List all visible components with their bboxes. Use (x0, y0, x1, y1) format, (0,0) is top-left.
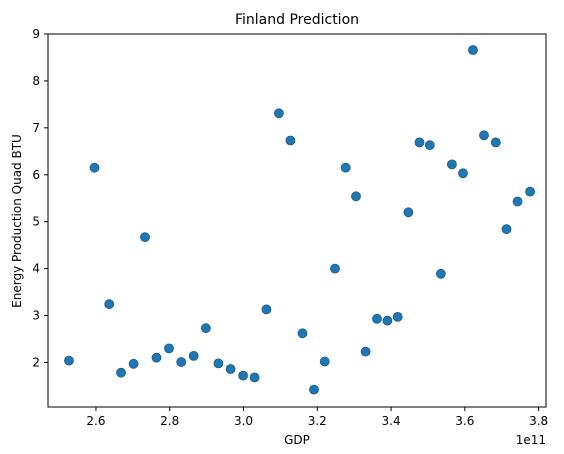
data-point-34 (458, 168, 468, 179)
data-point-36 (479, 130, 489, 141)
y-tick-label: 2 (32, 355, 40, 369)
data-point-18 (285, 135, 296, 146)
data-point-5 (128, 358, 139, 369)
data-point-19 (297, 328, 308, 339)
data-point-40 (525, 186, 535, 197)
x-axis-label: GDP (284, 433, 310, 447)
data-point-14 (238, 370, 249, 381)
data-point-24 (351, 191, 361, 202)
data-point-35 (468, 45, 478, 55)
data-point-2 (89, 162, 100, 173)
x-tick-label: 3.2 (308, 414, 327, 428)
x-tick-label: 2.8 (160, 414, 179, 428)
y-axis-label: Energy Production Quad BTU (10, 134, 24, 308)
data-point-13 (225, 364, 236, 374)
data-point-39 (512, 196, 523, 207)
plot-area (64, 45, 535, 395)
data-point-29 (403, 207, 414, 218)
data-point-25 (360, 346, 371, 357)
y-tick-label: 9 (32, 27, 40, 41)
plot-frame (47, 33, 547, 408)
x-axis: 2.6 2.8 3.0 3.2 3.4 3.6 3.8 (86, 407, 548, 428)
y-tick-label: 7 (32, 121, 40, 135)
data-point-7 (151, 352, 162, 363)
data-point-8 (164, 343, 174, 354)
data-point-6 (140, 232, 150, 243)
data-point-11 (200, 323, 211, 334)
data-point-10 (188, 350, 199, 361)
data-point-26 (372, 313, 382, 324)
y-tick-label: 5 (32, 215, 40, 229)
x-tick-label: 3.8 (529, 414, 548, 428)
data-point-21 (319, 356, 330, 367)
data-point-30 (414, 137, 425, 148)
data-point-27 (382, 315, 393, 326)
x-tick-label: 3.0 (234, 414, 253, 428)
data-point-37 (490, 137, 501, 148)
x-tick-label: 3.4 (382, 414, 401, 428)
data-point-15 (249, 372, 260, 383)
y-tick-label: 6 (32, 168, 40, 182)
chart-title: Finland Prediction (235, 12, 359, 28)
data-point-32 (435, 268, 446, 279)
x-axis-offset-label: 1e11 (516, 433, 546, 447)
data-point-31 (424, 140, 435, 151)
data-point-38 (501, 224, 512, 235)
data-point-23 (340, 162, 351, 173)
x-tick-label: 3.6 (455, 414, 474, 428)
data-point-20 (309, 384, 319, 395)
y-tick-label: 3 (32, 309, 40, 323)
data-point-28 (392, 311, 403, 322)
x-tick-label: 2.6 (86, 414, 105, 428)
data-point-3 (104, 299, 115, 310)
data-point-33 (446, 159, 457, 170)
y-axis: 2 3 4 5 6 7 8 9 (32, 27, 48, 369)
data-point-1 (64, 355, 74, 366)
y-tick-label: 4 (32, 262, 40, 276)
data-point-16 (261, 304, 272, 315)
data-point-9 (176, 357, 187, 367)
data-point-12 (213, 358, 224, 369)
y-tick-label: 8 (32, 74, 40, 88)
data-point-17 (273, 108, 284, 119)
data-point-4 (116, 367, 126, 378)
data-point-22 (330, 263, 340, 274)
